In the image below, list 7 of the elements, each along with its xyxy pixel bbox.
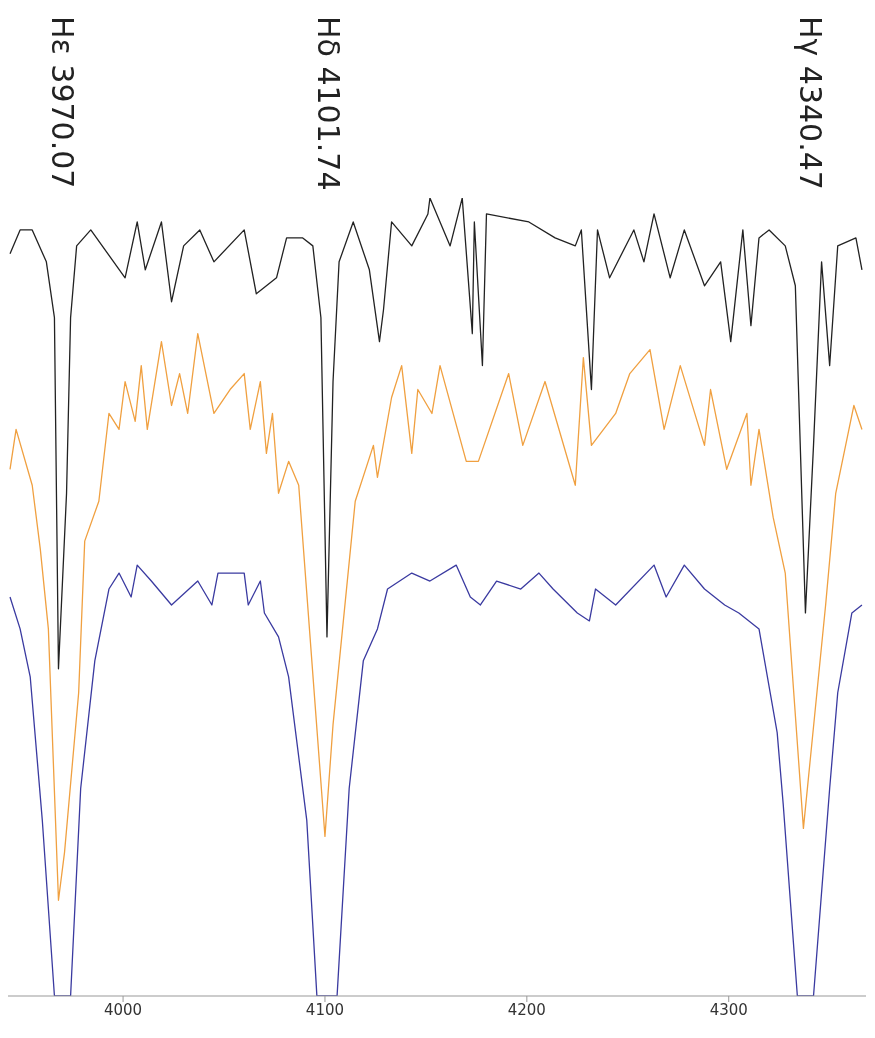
x-tick-label: 4100: [305, 1000, 345, 1019]
x-tick-label: 4000: [103, 1000, 143, 1019]
text: Hε 3970.07: [45, 16, 81, 189]
x-tick-label: 4200: [507, 1000, 546, 1019]
text: Hγ 4340.47: [792, 16, 828, 190]
x-tick-label: 4300: [709, 1000, 748, 1019]
text: Hδ 4101.74: [310, 16, 346, 191]
